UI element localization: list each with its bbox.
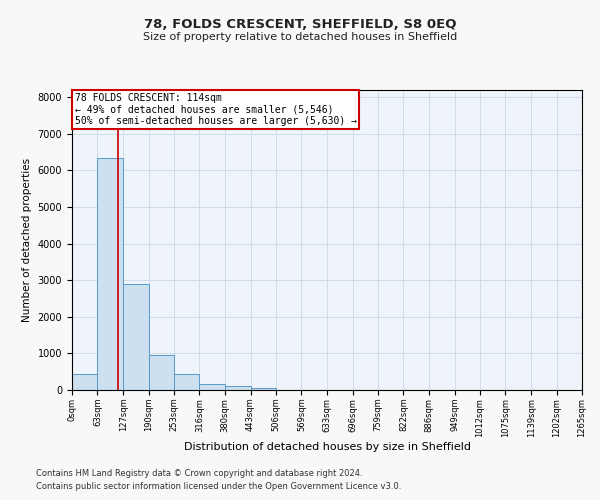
- Text: 78 FOLDS CRESCENT: 114sqm
← 49% of detached houses are smaller (5,546)
50% of se: 78 FOLDS CRESCENT: 114sqm ← 49% of detac…: [74, 93, 356, 126]
- X-axis label: Distribution of detached houses by size in Sheffield: Distribution of detached houses by size …: [184, 442, 470, 452]
- Bar: [149, 355, 174, 390]
- Text: Size of property relative to detached houses in Sheffield: Size of property relative to detached ho…: [143, 32, 457, 42]
- Text: 78, FOLDS CRESCENT, SHEFFIELD, S8 0EQ: 78, FOLDS CRESCENT, SHEFFIELD, S8 0EQ: [144, 18, 456, 30]
- Text: Contains public sector information licensed under the Open Government Licence v3: Contains public sector information licen…: [36, 482, 401, 491]
- Bar: [225, 386, 251, 390]
- Bar: [199, 384, 225, 390]
- Text: Contains HM Land Registry data © Crown copyright and database right 2024.: Contains HM Land Registry data © Crown c…: [36, 468, 362, 477]
- Bar: [97, 158, 123, 390]
- Bar: [251, 388, 276, 390]
- Bar: [72, 374, 97, 390]
- Bar: [123, 284, 149, 390]
- Y-axis label: Number of detached properties: Number of detached properties: [22, 158, 32, 322]
- Bar: [174, 374, 199, 390]
